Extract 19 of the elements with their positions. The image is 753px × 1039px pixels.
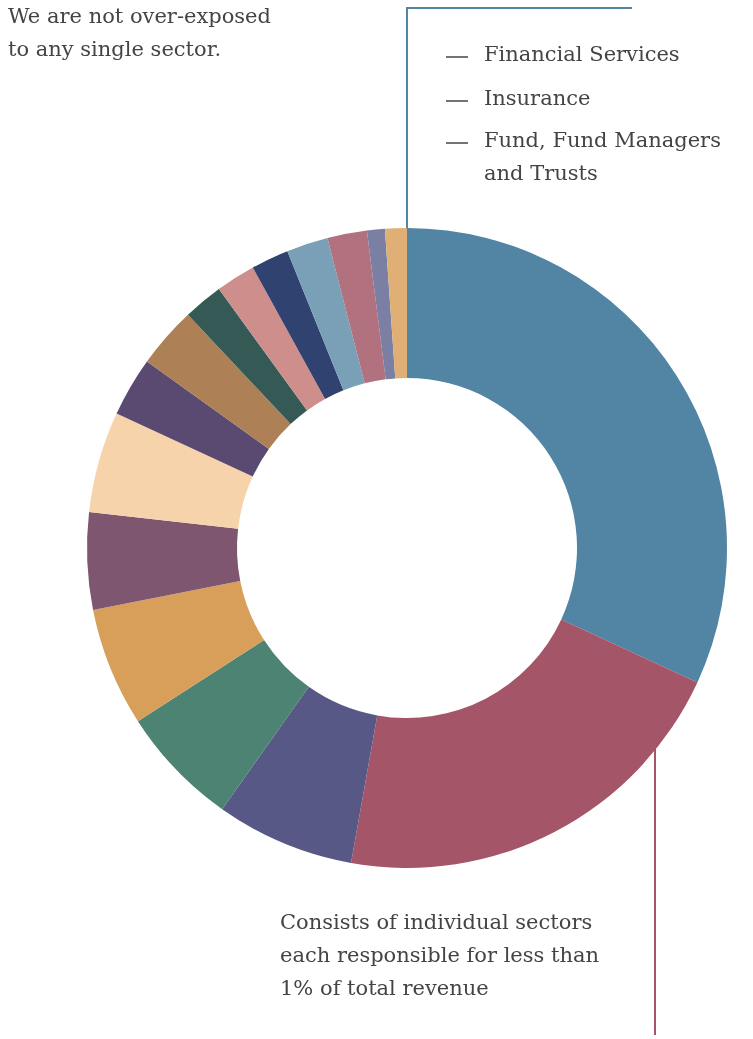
donut-slice [287, 238, 365, 391]
text: Consists of individual sectors each responsible for less than 1% of total revenue [280, 910, 600, 1000]
donut-slice [116, 361, 269, 477]
donut-slice [384, 228, 407, 379]
donut-slice [252, 251, 344, 400]
donut-slice [218, 267, 326, 411]
donut-slice [137, 639, 309, 810]
donut-slice [87, 511, 241, 610]
donut-slice [366, 228, 396, 380]
chart-title: We are not over-exposed to any single sector. [8, 4, 271, 61]
text: Fund, Fund Managers and Trusts [484, 128, 721, 185]
donut-slice [89, 413, 253, 529]
donut-slice [146, 314, 291, 449]
donut-slice [93, 580, 265, 722]
text: Insurance [484, 86, 591, 110]
donut-slice [222, 686, 378, 864]
text: Financial Services [484, 42, 680, 66]
donut-slice [327, 230, 386, 384]
donut-slice [187, 289, 308, 425]
